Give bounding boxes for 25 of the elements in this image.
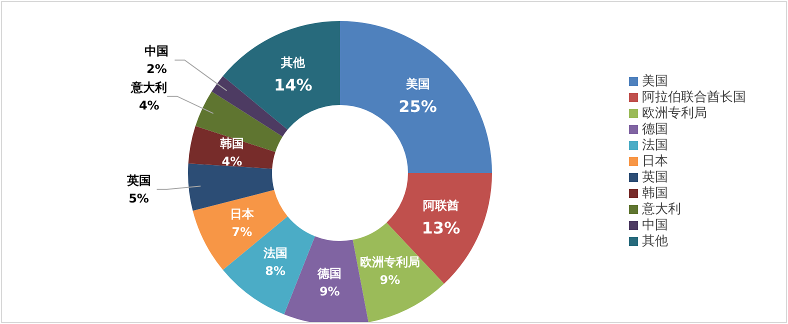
data-label: 其他 14%	[274, 55, 312, 94]
data-label: 阿联酋 13%	[422, 198, 460, 238]
data-label: 韩国 4%	[218, 136, 244, 168]
legend-label: 德国	[642, 122, 668, 137]
data-label: 意大利 4%	[130, 80, 168, 112]
legend-label: 法国	[642, 138, 668, 153]
legend-label: 欧洲专利局	[642, 106, 707, 121]
legend-label: 意大利	[642, 202, 681, 217]
legend-label: 美国	[642, 74, 668, 89]
legend-label: 韩国	[642, 186, 668, 201]
data-label: 法国 8%	[262, 246, 288, 278]
data-label: 美国 25%	[398, 77, 437, 116]
legend-label: 英国	[642, 170, 668, 185]
legend-label: 其他	[642, 234, 668, 249]
data-label: 德国 9%	[316, 266, 342, 299]
donut-slice	[340, 21, 492, 173]
legend-label: 中国	[642, 218, 668, 233]
data-label: 中国 2%	[144, 44, 169, 76]
donut-slice	[222, 21, 340, 130]
legend-label: 日本	[642, 154, 668, 169]
legend-label: 阿拉伯联合酋长国	[642, 90, 746, 105]
data-label: 欧洲专利局 9%	[360, 255, 420, 288]
data-label: 日本 7%	[230, 206, 255, 239]
donut-slice	[195, 92, 283, 152]
data-label: 英国 5%	[126, 173, 151, 206]
